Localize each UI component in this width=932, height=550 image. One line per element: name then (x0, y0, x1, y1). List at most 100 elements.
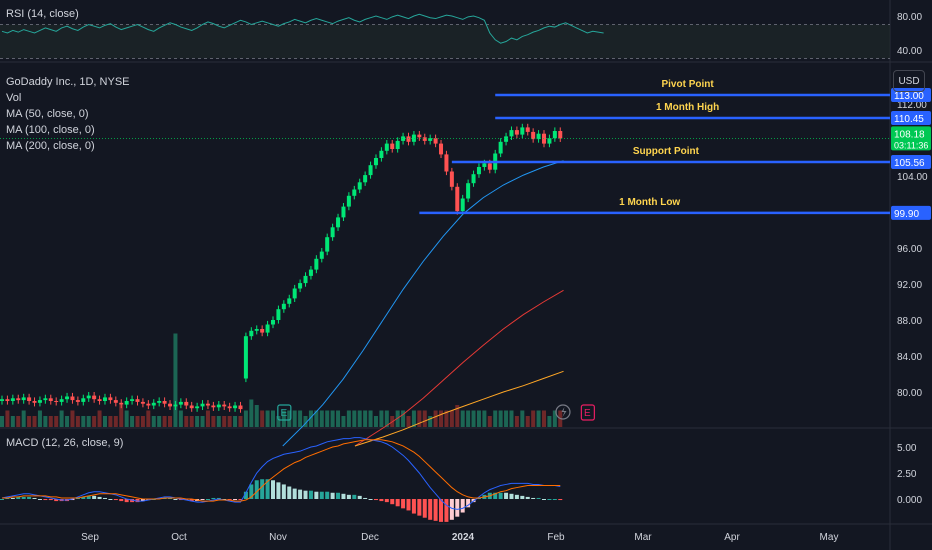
candle-body (346, 195, 351, 207)
volume-bar (363, 410, 368, 427)
volume-bar (81, 416, 86, 427)
macd-histogram-bar (21, 496, 26, 499)
price-tick-label: 80.00 (897, 388, 922, 399)
level-label: 1 Month Low (619, 197, 680, 208)
volume-bar (292, 410, 297, 427)
macd-histogram-bar (552, 499, 557, 500)
macd-histogram-bar (178, 499, 183, 501)
level-price-tag (891, 110, 931, 125)
candle-body (173, 404, 178, 407)
candle-body (520, 127, 525, 135)
candle-body (357, 182, 362, 190)
volume-bar (265, 410, 270, 427)
candle-body (547, 138, 552, 144)
candle-body (476, 167, 481, 175)
price-tick-label: 92.00 (897, 280, 922, 291)
macd-legend[interactable]: MACD (12, 26, close, 9) (6, 437, 124, 449)
candle-body (509, 130, 514, 137)
candle-body (86, 395, 91, 399)
volume-bar (498, 410, 503, 427)
candle-body (211, 405, 216, 408)
macd-histogram-bar (102, 497, 107, 499)
time-axis-label: Apr (724, 532, 740, 543)
candle-body (27, 397, 32, 401)
current-price-tag-text: 108.18 (894, 129, 925, 140)
ma200-legend[interactable]: MA (200, close, 0) (6, 140, 95, 152)
macd-histogram-bar (417, 499, 422, 516)
macd-histogram-bar (525, 496, 530, 499)
macd-histogram-bar (92, 495, 97, 499)
volume-bar (384, 410, 389, 427)
level-price-tag-text: 99.90 (894, 209, 919, 220)
macd-histogram-bar (75, 497, 80, 499)
candle-body (10, 398, 15, 401)
macd-histogram-bar (249, 484, 254, 499)
volume-bar (308, 410, 313, 427)
ma50-legend[interactable]: MA (50, close, 0) (6, 108, 89, 120)
volume-bar (482, 410, 487, 427)
candle-body (276, 309, 281, 320)
earnings-marker-label: E (281, 408, 288, 419)
earnings-marker[interactable] (580, 404, 595, 421)
candle-body (455, 186, 460, 212)
volume-bar (75, 416, 80, 427)
volume-bar (119, 405, 124, 427)
volume-bar (54, 416, 59, 427)
chart-title[interactable]: GoDaddy Inc., 1D, NYSE (6, 76, 130, 88)
dividend-icon[interactable] (555, 404, 571, 420)
volume-bar (195, 416, 200, 427)
volume-bar (27, 416, 32, 427)
current-price-tag (891, 126, 931, 151)
candle-body (449, 171, 454, 187)
volume-bar (238, 416, 243, 427)
volume-bar (260, 410, 265, 427)
macd-histogram-bar (504, 492, 509, 499)
level-label: Pivot Point (661, 79, 714, 90)
rsi-tick-label: 80.00 (897, 12, 922, 23)
volume-bar (10, 416, 15, 427)
volume-bar (471, 410, 476, 427)
candle-body (514, 130, 519, 135)
volume-bar (271, 410, 275, 427)
currency-button[interactable]: USD (893, 70, 925, 92)
macd-histogram-bar (439, 499, 444, 522)
candle-body (271, 320, 275, 325)
macd-histogram-bar (401, 499, 406, 509)
macd-tick-label: 0.000 (897, 495, 922, 506)
volume-bar (92, 416, 97, 427)
volume-bar (319, 410, 324, 427)
macd-histogram-bar (184, 499, 189, 501)
candle-body (124, 401, 129, 405)
macd-histogram-bar (287, 486, 292, 499)
lightning-icon (561, 407, 567, 417)
macd-histogram-bar (357, 495, 362, 499)
candle-body (108, 397, 113, 401)
earnings-marker[interactable] (277, 404, 292, 421)
ma100-legend[interactable]: MA (100, close, 0) (6, 124, 95, 136)
rsi-legend[interactable]: RSI (14, close) (6, 8, 79, 20)
candle-body (466, 183, 471, 199)
macd-histogram-bar (70, 499, 75, 501)
volume-bar (547, 416, 552, 427)
macd-histogram-bar (379, 499, 384, 502)
macd-histogram-bar (86, 495, 91, 499)
candle-body (552, 131, 557, 139)
macd-histogram-bar (135, 499, 140, 503)
volume-bar (444, 410, 449, 427)
vol-legend[interactable]: Vol (6, 92, 22, 104)
volume-bar (205, 410, 210, 427)
volume-bar (325, 410, 330, 427)
candle-body (482, 163, 487, 167)
candle-body (233, 405, 238, 409)
volume-bar (168, 416, 173, 427)
volume-bar (65, 416, 70, 427)
macd-histogram-bar (173, 499, 178, 500)
candle-body (504, 136, 509, 142)
candle-body (243, 336, 248, 379)
candle-body (92, 395, 97, 400)
volume-bar (21, 410, 26, 427)
volume-bar (428, 416, 433, 427)
macd-histogram-bar (10, 497, 15, 499)
candle-body (303, 275, 308, 284)
